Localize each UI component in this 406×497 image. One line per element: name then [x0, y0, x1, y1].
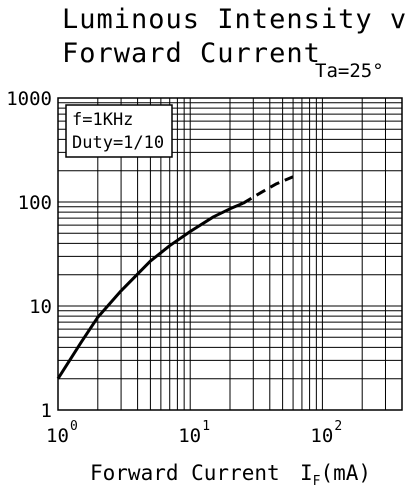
- unit-label: (mA): [320, 461, 372, 485]
- x-tick-exponent: 2: [334, 419, 342, 434]
- y-tick-label: 10: [29, 296, 52, 318]
- x-tick-label: 10 0: [46, 419, 78, 447]
- x-tick-exponent: 0: [70, 419, 78, 434]
- extrapolated-curve: [242, 175, 294, 205]
- x-tick-label: 10 2: [310, 419, 342, 447]
- current-subscript: F: [312, 474, 321, 490]
- x-tick-base: 10: [310, 425, 333, 447]
- plot-frame: [57, 97, 403, 411]
- x-tick-base: 10: [178, 425, 201, 447]
- x-tick-base: 10: [46, 425, 69, 447]
- legend-box: [65, 104, 173, 158]
- x-tick-exponent: 1: [202, 419, 210, 434]
- y-tick-label: 1000: [6, 88, 52, 110]
- y-tick-label: 1: [41, 400, 52, 422]
- chart-title-line1: Luminous Intensity vs: [62, 4, 406, 35]
- x-tick-label: 10 1: [178, 419, 210, 447]
- temperature-condition: Ta=25°: [315, 60, 384, 82]
- x-axis-unit: IF(mA): [300, 461, 371, 489]
- current-symbol: I: [300, 461, 313, 485]
- chart-title-line2: Forward Current: [62, 38, 321, 69]
- legend-text: f=1KHz: [72, 110, 133, 130]
- legend-text: Duty=1/10: [72, 133, 164, 153]
- intensity-curve: [56, 202, 244, 380]
- x-axis-label: Forward Current: [90, 461, 280, 485]
- y-tick-label: 100: [18, 192, 52, 214]
